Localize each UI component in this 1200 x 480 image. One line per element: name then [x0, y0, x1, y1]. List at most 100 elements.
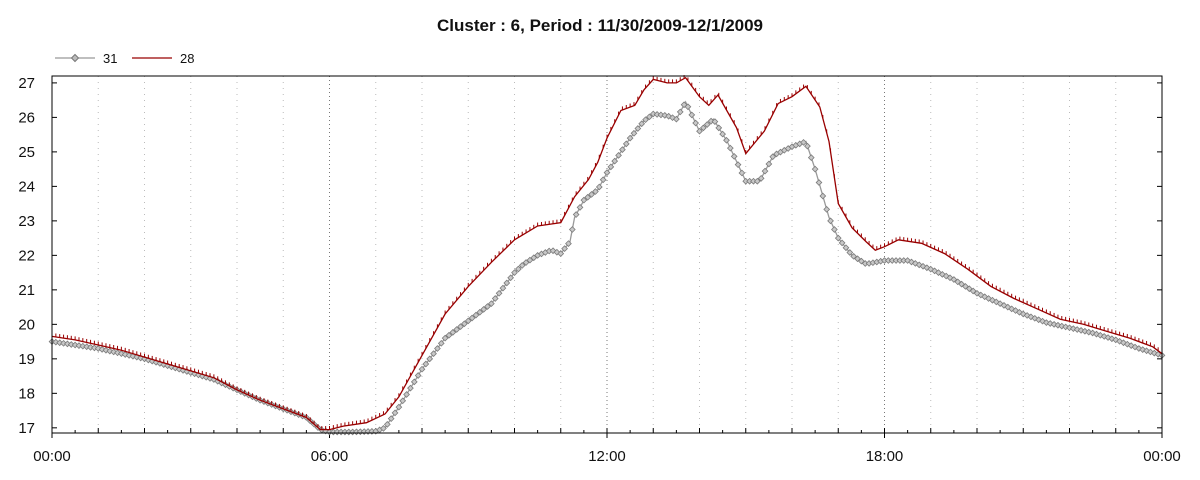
- series-marker-31: [395, 403, 403, 411]
- series-marker-31: [87, 343, 94, 351]
- series-marker-31: [738, 169, 746, 177]
- series-marker-31: [461, 320, 468, 328]
- series-marker-31: [499, 284, 507, 292]
- series-marker-31: [414, 372, 422, 379]
- series-marker-31: [449, 329, 457, 336]
- series-marker-31: [457, 323, 464, 331]
- series-marker-31: [422, 360, 430, 368]
- x-tick-label: 18:00: [866, 448, 904, 465]
- series-marker-31: [110, 348, 118, 356]
- series-marker-31: [850, 252, 858, 260]
- y-tick-label: 21: [18, 282, 35, 299]
- series-marker-31: [642, 116, 649, 124]
- series-marker-31: [576, 203, 584, 211]
- series-marker-31: [60, 339, 67, 347]
- y-tick-label: 17: [18, 420, 35, 437]
- series-marker-31: [638, 120, 646, 128]
- x-tick-label: 12:00: [588, 448, 626, 465]
- series-marker-31: [954, 278, 962, 286]
- plot-frame: [51, 75, 1163, 434]
- series-marker-31: [1100, 333, 1108, 340]
- series-marker-31: [1016, 308, 1023, 316]
- series-marker-31: [1112, 336, 1120, 344]
- series-marker-31: [464, 317, 472, 325]
- series-marker-31: [549, 247, 557, 255]
- series-marker-31: [665, 112, 673, 120]
- series-marker-31: [696, 127, 703, 135]
- series-marker-31: [1154, 350, 1162, 358]
- series-marker-31: [827, 217, 834, 225]
- y-tick-label: 24: [18, 178, 35, 195]
- series-marker-31: [615, 151, 622, 159]
- y-tick-label: 18: [18, 385, 35, 402]
- series-marker-31: [942, 272, 950, 280]
- series-marker-31: [67, 341, 75, 348]
- series-marker-31: [800, 139, 807, 146]
- series-marker-31: [1062, 323, 1070, 331]
- series-marker-31: [441, 334, 449, 342]
- series-marker-31: [965, 285, 973, 293]
- series-marker-31: [1089, 329, 1096, 337]
- series-marker-31: [91, 344, 98, 352]
- series-marker-31: [1054, 321, 1062, 329]
- series-marker-31: [1081, 327, 1089, 335]
- series-marker-31: [684, 103, 692, 111]
- series-marker-31: [568, 226, 576, 233]
- y-tick-label: 27: [18, 75, 35, 92]
- series-marker-31: [488, 300, 495, 308]
- y-tick-label: 20: [18, 316, 35, 333]
- series-marker-31: [1139, 346, 1147, 354]
- series-marker-31: [769, 153, 777, 161]
- series-marker-31: [711, 118, 719, 125]
- series-marker-31: [476, 308, 484, 316]
- series-marker-31: [106, 347, 114, 355]
- series-marker-31: [1135, 345, 1143, 352]
- series-marker-31: [514, 265, 522, 273]
- series-marker-31: [607, 163, 615, 171]
- series-marker-31: [753, 177, 761, 185]
- series-marker-31: [673, 115, 680, 123]
- series-marker-31: [584, 193, 592, 201]
- series-marker-31: [726, 144, 734, 152]
- series-marker-31: [472, 311, 480, 319]
- series-marker-31: [811, 165, 819, 173]
- series-marker-31: [410, 378, 418, 386]
- series-marker-31: [1027, 313, 1035, 321]
- series-marker-31: [383, 421, 391, 428]
- series-marker-31: [595, 183, 603, 191]
- series-marker-31: [526, 256, 534, 264]
- series-marker-31: [64, 340, 71, 348]
- series-marker-31: [445, 331, 453, 339]
- series-marker-31: [1127, 342, 1135, 349]
- series-marker-31: [603, 169, 611, 176]
- series-marker-31: [503, 279, 511, 287]
- series-marker-31: [522, 259, 530, 266]
- series-marker-31: [619, 146, 626, 153]
- series-marker-31: [703, 121, 711, 128]
- series-marker-31: [1008, 305, 1016, 313]
- y-tick-label: 19: [18, 351, 35, 368]
- series-marker-31: [676, 108, 684, 116]
- series-marker-31: [129, 352, 137, 360]
- series-marker-31: [634, 125, 642, 132]
- series-marker-31: [592, 188, 599, 195]
- series-marker-31: [842, 244, 850, 252]
- series-marker-31: [858, 257, 865, 265]
- series-marker-31: [530, 254, 538, 262]
- series-marker-31: [757, 174, 765, 182]
- series-marker-31: [453, 326, 461, 333]
- series-marker-31: [572, 211, 580, 218]
- series-marker-31: [699, 124, 707, 132]
- series-marker-31: [846, 249, 854, 256]
- x-tick-label: 06:00: [311, 448, 349, 465]
- series-marker-31: [580, 196, 588, 204]
- series-marker-31: [626, 134, 634, 142]
- series-marker-31: [989, 296, 996, 304]
- series-marker-31: [692, 119, 700, 127]
- x-axis: 00:00 06:00 12:00 18:00 00:00: [33, 433, 1181, 465]
- series-marker-31: [831, 226, 838, 233]
- chart-title: Cluster : 6, Period : 11/30/2009-12/1/20…: [437, 16, 763, 35]
- series-marker-31: [834, 234, 842, 242]
- series-marker-31: [765, 160, 773, 168]
- series-marker-31: [222, 381, 229, 389]
